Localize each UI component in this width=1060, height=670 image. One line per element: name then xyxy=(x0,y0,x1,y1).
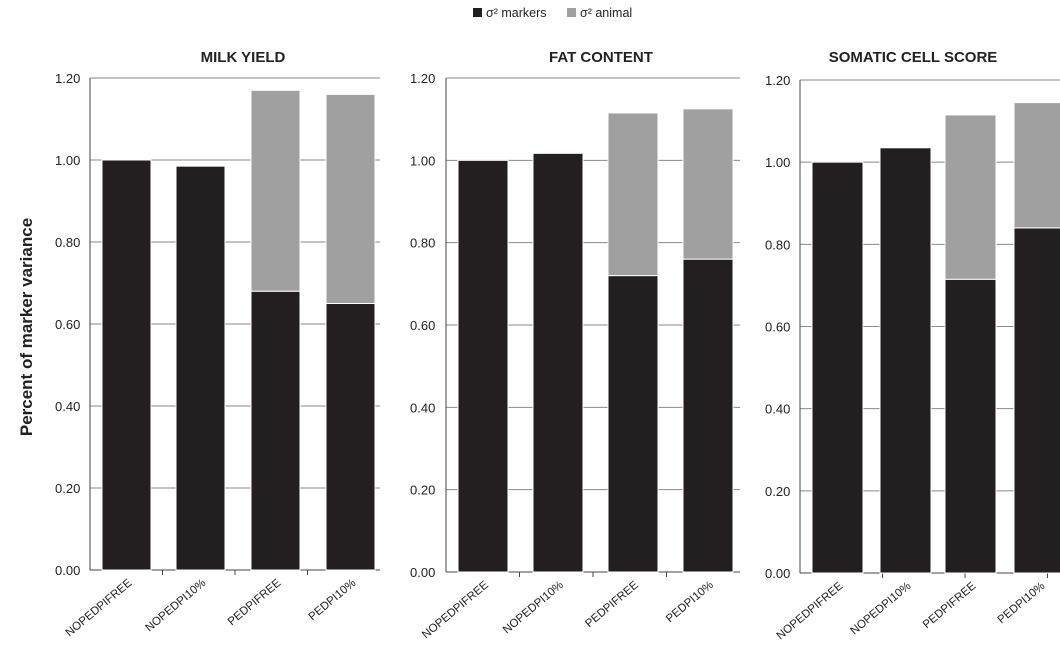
bar-markers xyxy=(944,278,997,574)
legend-swatch xyxy=(473,8,482,17)
y-tick-label: 1.20 xyxy=(765,73,790,88)
y-tick-label: 1.20 xyxy=(55,71,80,86)
legend-label: σ² animal xyxy=(580,6,632,20)
x-tick-label: NOPEDPI10% xyxy=(143,577,208,634)
panels: 0.00 0.20 0.40 0.60 0.80 1.00 1.20 MILK YIELD NO… xyxy=(55,49,1060,642)
x-tick-label: NOPEDPIFREE xyxy=(420,579,491,641)
y-tick-label: 0.40 xyxy=(55,399,80,414)
panel-title: MILK YIELD xyxy=(201,49,286,66)
bar-markers xyxy=(607,275,659,573)
x-tick-label: NOPEDPI10% xyxy=(848,580,913,637)
bar-animal xyxy=(1013,102,1060,229)
bar-animal xyxy=(944,114,997,280)
bar-markers xyxy=(682,258,734,573)
x-tick-label: PEDPIFREE xyxy=(583,579,641,630)
y-tick-label: 0.60 xyxy=(765,320,790,335)
legend: σ² markers σ² animal xyxy=(473,6,632,20)
bar-markers xyxy=(325,303,376,571)
y-tick-label: 0.00 xyxy=(55,563,80,578)
bar-animal xyxy=(682,108,734,260)
panel-title: FAT CONTENT xyxy=(549,49,653,66)
x-tick-label: PEDPI10% xyxy=(307,577,359,623)
y-tick-label: 0.80 xyxy=(765,237,790,252)
panel-1: 0.00 0.20 0.40 0.60 0.80 1.00 1.20 MILK YIELD NO… xyxy=(55,49,380,639)
x-tick-label: NOPEDPIFREE xyxy=(775,580,846,642)
y-tick-label: 0.20 xyxy=(410,483,435,498)
bar-markers xyxy=(532,152,584,573)
bar-markers xyxy=(811,161,864,574)
y-tick-label: 1.20 xyxy=(410,71,435,86)
bar-markers xyxy=(101,159,152,571)
y-tick-label: 0.80 xyxy=(55,235,80,250)
bar-animal xyxy=(607,112,659,277)
x-tick-label: PEDPIFREE xyxy=(921,580,979,631)
y-tick-label: 0.00 xyxy=(410,565,435,580)
y-tick-label: 0.00 xyxy=(765,566,790,581)
y-tick-label: 1.00 xyxy=(410,153,435,168)
y-tick-label: 1.00 xyxy=(765,155,790,170)
y-tick-label: 0.20 xyxy=(55,481,80,496)
legend-label: σ² markers xyxy=(486,6,547,20)
y-tick-label: 0.40 xyxy=(765,402,790,417)
x-tick-label: PEDPIFREE xyxy=(226,577,284,628)
panel-2: 0.00 0.20 0.40 0.60 0.80 1.00 1.20 FAT CONTENT N… xyxy=(410,49,740,641)
y-tick-label: 0.60 xyxy=(410,318,435,333)
bar-markers xyxy=(250,290,301,571)
bar-markers xyxy=(879,147,932,574)
x-tick-label: NOPEDPIFREE xyxy=(64,577,135,639)
x-tick-label: PEDPI10% xyxy=(996,580,1048,626)
y-tick-label: 0.40 xyxy=(410,400,435,415)
bar-animal xyxy=(250,89,301,292)
y-tick-label: 1.00 xyxy=(55,153,80,168)
x-tick-label: PEDPI10% xyxy=(664,579,716,625)
bar-markers xyxy=(1013,227,1060,574)
bar-markers xyxy=(175,165,226,571)
bar-markers xyxy=(457,159,509,573)
y-axis-label: Percent of marker variance xyxy=(17,218,36,436)
x-tick-label: NOPEDPI10% xyxy=(501,579,566,636)
y-tick-label: 0.60 xyxy=(55,317,80,332)
y-tick-label: 0.80 xyxy=(410,236,435,251)
bar-animal xyxy=(325,93,376,305)
legend-swatch xyxy=(567,8,576,17)
panel-title: SOMATIC CELL SCORE xyxy=(829,49,998,66)
y-tick-label: 0.20 xyxy=(765,484,790,499)
panel-3: 0.00 0.20 0.40 0.60 0.80 1.00 1.20 SOMATIC CELL… xyxy=(765,49,1060,642)
